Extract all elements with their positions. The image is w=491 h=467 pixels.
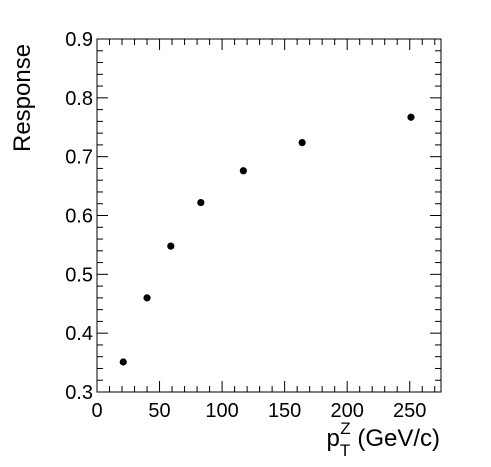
plot-frame: [96, 38, 442, 393]
y-tick-labels: 0.3 0.4 0.5 0.6 0.7 0.8 0.9: [65, 29, 93, 404]
y-tick-label: 0.4: [65, 323, 93, 345]
data-points: [119, 113, 415, 366]
x-tick-label: 150: [268, 400, 301, 422]
x-tick-label: 250: [393, 400, 426, 422]
y-axis-title: Response: [9, 44, 36, 152]
axis-ticks: [96, 38, 441, 393]
plot-frame-border: [96, 38, 442, 393]
x-axis-title-main: p: [327, 425, 340, 452]
x-axis-title: pTZ (GeV/c): [327, 419, 440, 460]
data-point: [407, 113, 415, 121]
data-point: [143, 294, 151, 302]
x-axis-title-unit: (GeV/c): [351, 425, 440, 452]
y-tick-label: 0.6: [65, 206, 93, 228]
data-point: [239, 167, 247, 175]
data-point: [167, 242, 175, 250]
y-tick-label: 0.5: [65, 264, 93, 286]
x-axis-title-sup: Z: [340, 419, 350, 438]
x-tick-label: 100: [205, 400, 238, 422]
y-tick-label: 0.8: [65, 88, 93, 110]
x-tick-label: 200: [330, 400, 363, 422]
y-tick-label: 0.7: [65, 147, 93, 169]
x-tick-labels: 0 50 100 150 200 250: [91, 400, 426, 422]
y-tick-label: 0.9: [65, 29, 93, 51]
x-tick-label: 50: [148, 400, 170, 422]
x-tick-label: 0: [91, 400, 102, 422]
data-point: [197, 198, 205, 207]
data-point: [119, 358, 127, 366]
y-tick-label: 0.3: [65, 382, 93, 404]
data-point: [298, 138, 306, 147]
x-axis-title-sub: T: [340, 441, 350, 460]
